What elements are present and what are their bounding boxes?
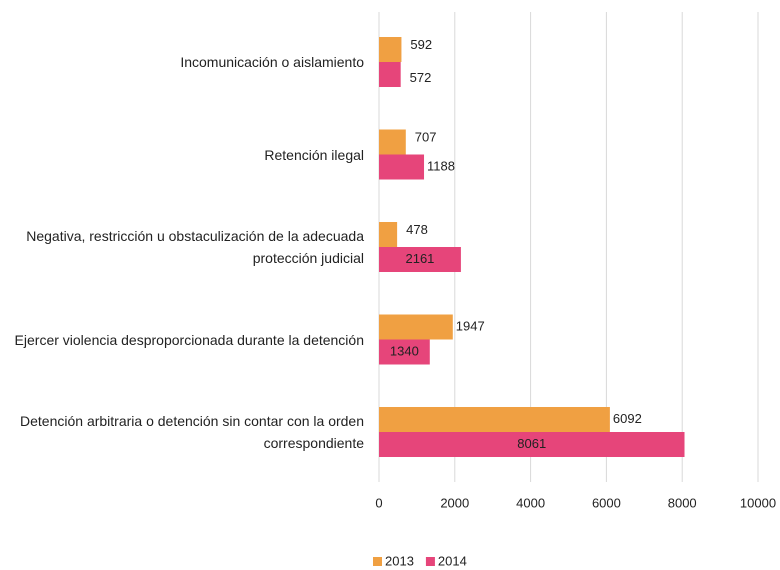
legend-swatch [425, 557, 435, 566]
bar [379, 314, 453, 340]
category-label: Retención ilegal [264, 146, 364, 163]
x-tick-label: 4000 [516, 495, 545, 510]
x-tick-label: 6000 [592, 495, 621, 510]
x-tick-label: 8000 [668, 495, 697, 510]
category-label: Ejercer violencia desproporcionada duran… [14, 331, 364, 348]
bar [379, 407, 610, 432]
value-label: 572 [410, 70, 432, 85]
legend-label: 2013 [385, 553, 414, 568]
value-label: 1340 [390, 343, 419, 358]
category-label: Negativa, restricción u obstaculización … [26, 228, 364, 266]
value-label: 592 [410, 37, 432, 52]
bar [379, 222, 398, 247]
legend-swatch [373, 557, 382, 566]
value-label: 8061 [517, 436, 546, 451]
bar [379, 154, 425, 180]
value-label: 6092 [613, 411, 642, 426]
category-label: Incomunicación o aislamiento [180, 54, 364, 70]
bar [379, 339, 430, 365]
value-label: 1947 [456, 318, 485, 333]
category-label: Detención arbitraria o detención sin con… [20, 413, 364, 451]
bar [379, 129, 406, 155]
value-label: 2161 [405, 251, 434, 266]
bar [379, 37, 402, 62]
x-tick-label: 0 [375, 495, 382, 510]
bar [379, 62, 401, 87]
x-tick-label: 10000 [740, 495, 776, 510]
bar [379, 432, 685, 457]
bar [379, 247, 461, 272]
value-label: 707 [415, 129, 437, 144]
x-tick-label: 2000 [440, 495, 469, 510]
value-label: 1188 [427, 158, 455, 173]
legend-label: 2014 [438, 553, 467, 568]
value-label: 478 [406, 222, 428, 237]
